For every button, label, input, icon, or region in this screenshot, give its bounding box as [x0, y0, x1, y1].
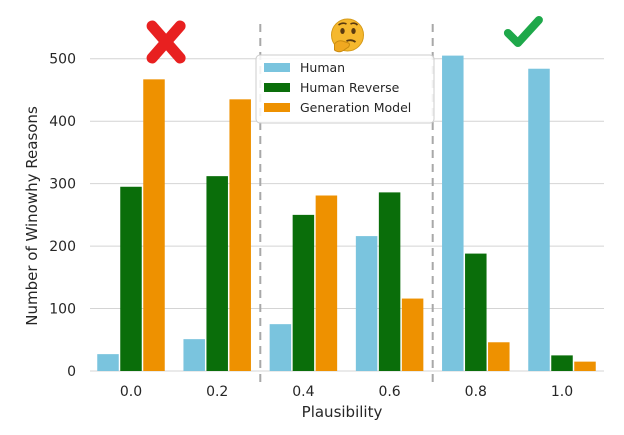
legend: Human Human Reverse Generation Model	[255, 54, 435, 124]
legend-swatch	[264, 83, 290, 92]
bar-human-reverse-0.2	[206, 176, 228, 371]
check-stroke	[503, 16, 543, 47]
legend-box	[255, 54, 435, 124]
bar-generation-model-0.2	[229, 99, 251, 371]
thinking-face-emoji-icon	[331, 18, 364, 53]
y-tick-label: 500	[49, 52, 76, 68]
x-tick-label: 1.0	[551, 384, 573, 400]
eye	[340, 28, 345, 34]
bar-generation-model-0.0	[143, 79, 165, 372]
eyebrow	[350, 22, 359, 26]
bar-generation-model-0.4	[315, 195, 338, 371]
region-markers	[146, 16, 543, 64]
bar-human-0.4	[269, 324, 292, 371]
bar-generation-model-0.6	[401, 298, 424, 371]
x-tick-label: 0.0	[120, 384, 142, 400]
legend-label: Human Reverse	[300, 80, 400, 95]
bar-generation-model-1.0	[574, 361, 596, 371]
y-tick-label: 300	[49, 177, 76, 193]
bar-human-reverse-0.6	[378, 192, 401, 371]
hand	[334, 40, 350, 53]
cross-stroke	[146, 20, 186, 64]
bar-generation-model-0.8	[488, 342, 510, 371]
bar-human-1.0	[528, 68, 550, 371]
bar-human-reverse-0.4	[292, 214, 315, 371]
legend-label: Human	[300, 60, 345, 75]
y-tick-label: 0	[67, 364, 76, 380]
bar-human-reverse-1.0	[551, 355, 573, 371]
mouth	[346, 39, 357, 43]
legend-swatch	[264, 103, 290, 112]
bar-human-0.2	[183, 339, 205, 371]
bar-human-0.0	[97, 354, 119, 371]
x-tick-label: 0.4	[292, 384, 314, 400]
tick-labels: 0 100 200 300 400 500 0.0 0.2 0.4 0.6 0.8 1.0	[49, 52, 573, 400]
legend-label: Generation Model	[300, 100, 411, 115]
y-tick-label: 400	[49, 114, 76, 130]
bars	[97, 55, 596, 372]
x-tick-label: 0.6	[378, 384, 400, 400]
eye	[351, 28, 356, 34]
y-axis-label: Number of Winowhy Reasons	[23, 106, 41, 326]
legend-swatch	[264, 63, 290, 72]
x-tick-label: 0.2	[206, 384, 228, 400]
bar-human-reverse-0.0	[120, 186, 142, 371]
x-tick-label: 0.8	[465, 384, 487, 400]
red-cross-icon	[146, 20, 186, 64]
y-tick-label: 200	[49, 239, 76, 255]
eyebrow	[338, 22, 347, 26]
bar-human-0.8	[442, 55, 464, 371]
bar-human-reverse-0.8	[465, 253, 487, 371]
y-tick-label: 100	[49, 302, 76, 318]
bar-human-0.6	[355, 236, 378, 371]
x-axis-label: Plausibility	[302, 403, 383, 421]
green-check-icon	[503, 16, 543, 47]
